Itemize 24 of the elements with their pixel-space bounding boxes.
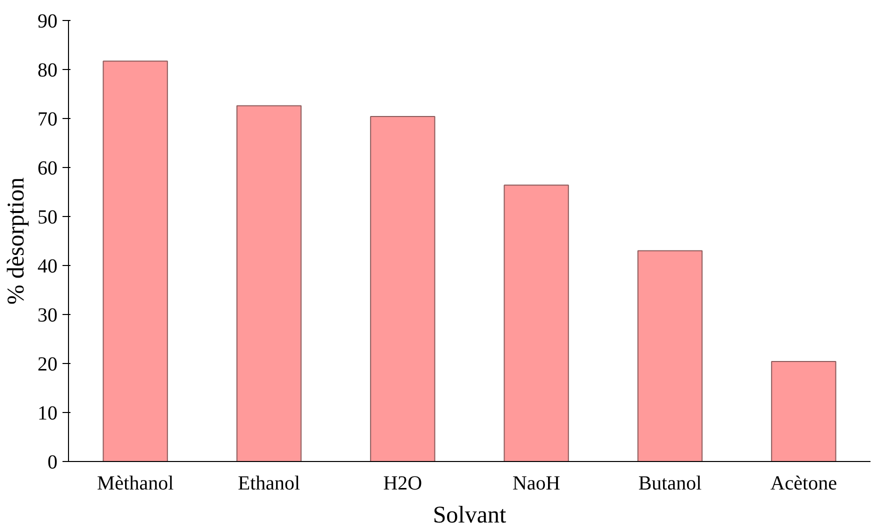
x-tick-label: Acètone xyxy=(770,472,838,494)
y-tick-label: 50 xyxy=(38,206,58,228)
x-axis-title: Solvant xyxy=(432,502,506,528)
x-tick-label: H2O xyxy=(383,472,422,494)
y-tick-label: 10 xyxy=(38,402,58,424)
x-tick-label: Mèthanol xyxy=(97,472,174,494)
y-tick-label: 40 xyxy=(38,256,58,278)
y-tick-label: 70 xyxy=(38,108,58,130)
y-axis-title: % dèsorption xyxy=(4,177,30,305)
bar xyxy=(771,361,836,462)
y-tick-label: 90 xyxy=(38,10,58,32)
y-tick-label: 20 xyxy=(38,354,58,376)
y-tick-label: 30 xyxy=(38,304,58,326)
bar xyxy=(102,60,168,462)
x-tick-label: Butanol xyxy=(638,472,702,494)
y-tick-label: 60 xyxy=(38,158,58,180)
x-tick-label: NaoH xyxy=(512,472,560,494)
y-tick-label: 0 xyxy=(48,452,58,474)
bar xyxy=(504,184,569,462)
bar xyxy=(637,250,703,462)
y-tick-label: 80 xyxy=(38,60,58,82)
bar xyxy=(236,105,302,462)
x-tick-label: Ethanol xyxy=(238,472,301,494)
bar xyxy=(370,116,436,462)
